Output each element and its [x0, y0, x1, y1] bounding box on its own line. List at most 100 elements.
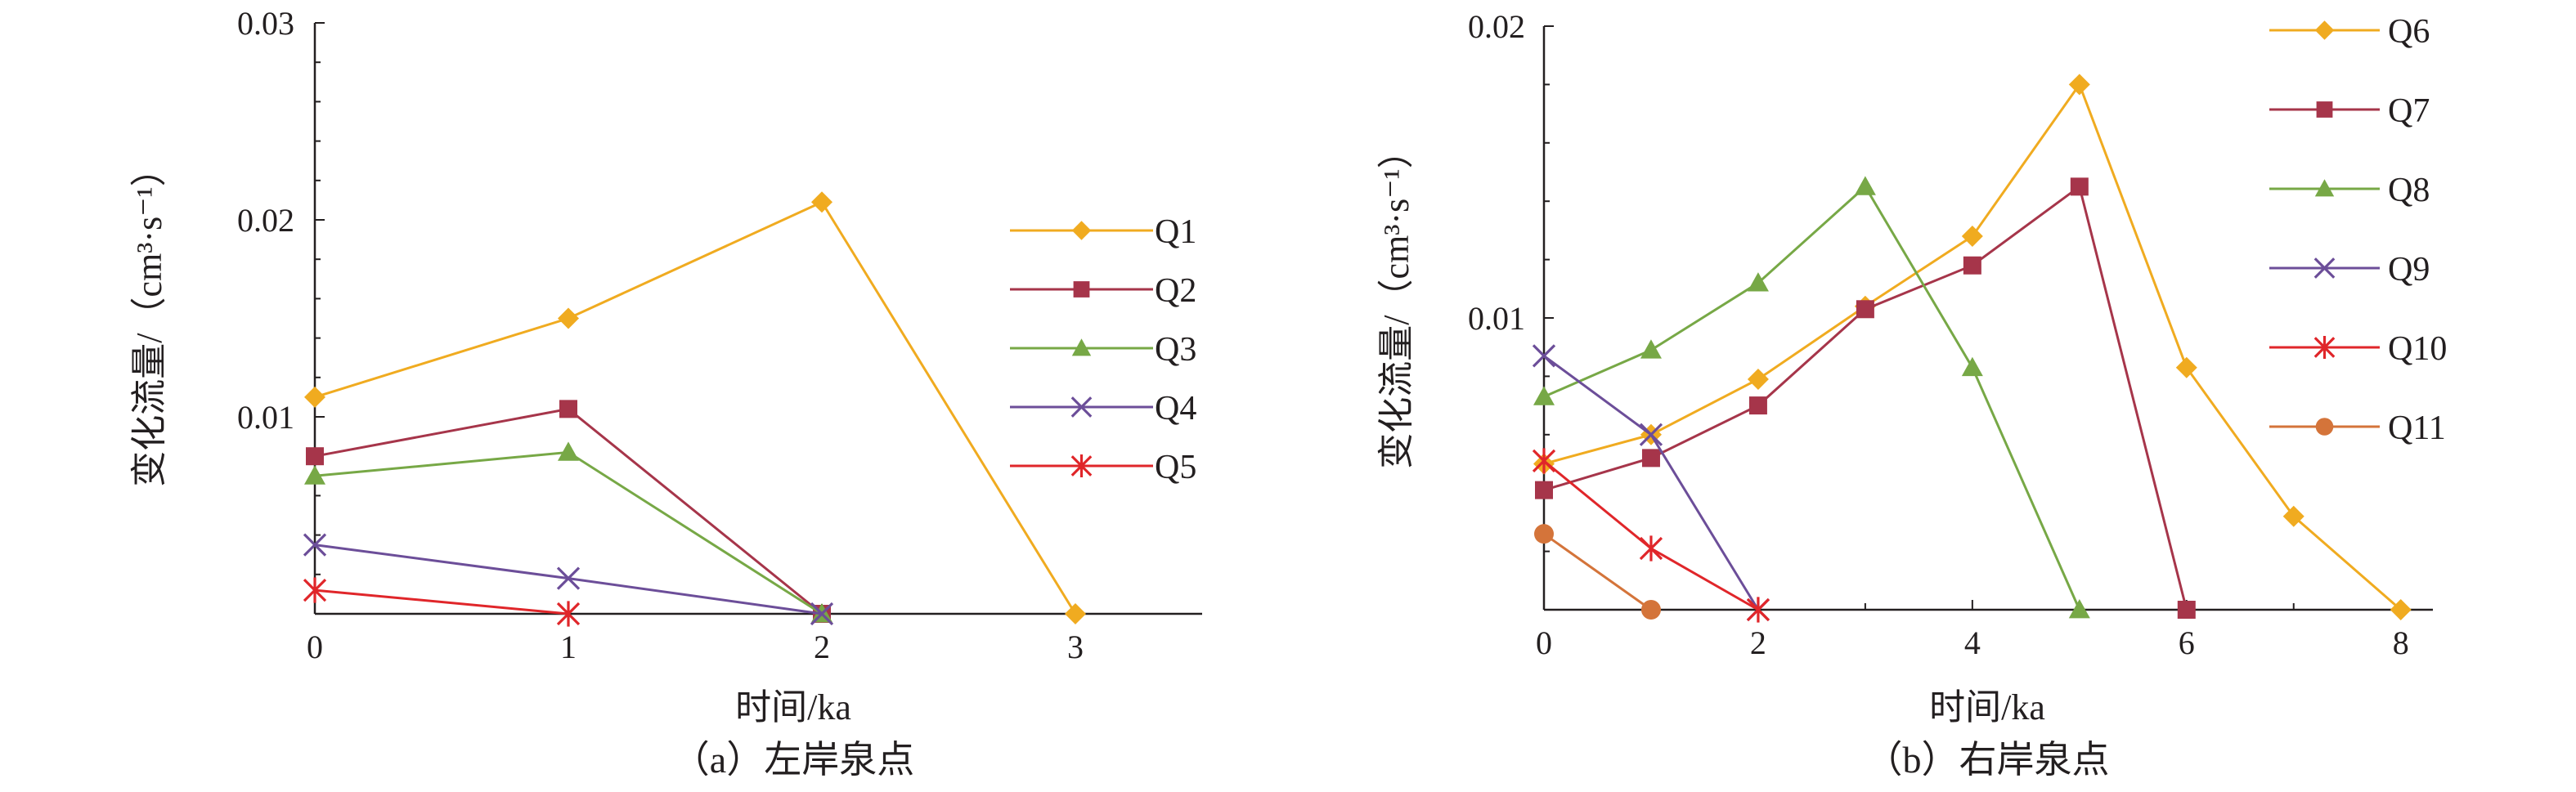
series-Q11: [1534, 524, 1661, 620]
x-axis-title: 时间/ka: [1929, 687, 2045, 727]
x-axis-title: 时间/ka: [735, 687, 851, 727]
data-point: [558, 307, 579, 329]
data-point: [2068, 599, 2090, 619]
chart-panel-a: 0.01 0.02 0.03 0 1 2 3 Q1 Q2 Q3 Q4 Q5 时间/ka 变化流量/（cm³…: [129, 5, 1202, 781]
x-tick-label: 1: [560, 629, 577, 665]
data-point: [1746, 597, 1770, 623]
series-Q7: [1535, 177, 2196, 619]
data-point: [1641, 449, 1660, 468]
legend-item: Q5: [1010, 449, 1196, 486]
data-point: [1856, 300, 1874, 319]
legend-marker: [2315, 418, 2334, 436]
legend-label: Q7: [2388, 92, 2430, 130]
data-point: [1747, 272, 1769, 292]
data-point: [1640, 339, 1662, 359]
y-tick-label: 0.02: [237, 202, 294, 239]
y-axis-title: 变化流量/（cm³·s⁻¹）: [129, 150, 169, 486]
figure-caption: （b）右岸泉点: [1865, 739, 2110, 781]
series-Q5: [303, 577, 581, 627]
legend-label: Q10: [2388, 330, 2447, 368]
data-point: [556, 601, 581, 627]
data-point: [2070, 177, 2089, 196]
data-point: [2282, 505, 2304, 527]
legend-marker: [2314, 20, 2335, 40]
data-point: [1535, 481, 1553, 499]
data-point: [1963, 256, 1981, 275]
data-point: [1065, 603, 1086, 624]
legend-label: Q1: [1155, 213, 1196, 251]
y-axis-title: 变化流量/（cm³·s⁻¹）: [1376, 132, 1416, 468]
data-point: [1534, 524, 1554, 544]
series-Q3: [304, 441, 832, 623]
data-point: [1747, 368, 1769, 390]
data-point: [2068, 74, 2090, 96]
data-point: [304, 386, 325, 408]
data-point: [1640, 600, 1661, 620]
x-tick-label: 3: [1067, 629, 1084, 665]
data-point: [1532, 344, 1556, 368]
series-Q8: [1533, 176, 2090, 619]
legend-label: Q11: [2388, 409, 2446, 447]
legend-item: Q9: [2269, 251, 2430, 289]
data-point: [2390, 599, 2412, 620]
data-point: [1748, 396, 1767, 415]
legend-label: Q4: [1155, 390, 1196, 427]
series-line: [314, 200, 1077, 615]
legend-label: Q2: [1155, 272, 1196, 310]
legend-marker: [2314, 179, 2335, 197]
series-Q1: [304, 191, 1086, 624]
legend-item: Q10: [2269, 330, 2447, 368]
series-line: [314, 588, 569, 615]
x-tick-label: 6: [2179, 624, 2195, 661]
series-Q2: [306, 400, 831, 623]
x-tick-label: 4: [1964, 624, 1981, 661]
series-line: [1543, 184, 2188, 611]
legend-label: Q9: [2388, 251, 2430, 289]
legend-item: Q4: [1010, 390, 1196, 427]
data-point: [558, 441, 579, 461]
legend-label: Q5: [1155, 449, 1196, 486]
series-line: [1543, 459, 1759, 611]
chart-panel-b: 0.01 0.02 0 2 4 6 8 Q6 Q7 Q8 Q9 Q10 Q11 时间/ka 变化流量/（cm…: [1376, 8, 2447, 781]
legend-marker: [1071, 221, 1092, 240]
legend-label: Q3: [1155, 331, 1196, 369]
legend-marker: [2313, 335, 2336, 360]
legend-label: Q8: [2388, 172, 2430, 209]
legend: Q1 Q2 Q3 Q4 Q5: [1010, 213, 1196, 486]
x-tick-label: 0: [1536, 624, 1552, 661]
data-point: [1961, 356, 1983, 377]
legend-item: Q11: [2269, 409, 2446, 447]
legend-item: Q6: [2269, 13, 2430, 51]
data-point: [1639, 535, 1663, 562]
y-tick-label: 0.03: [237, 5, 294, 42]
data-point: [303, 577, 327, 603]
series-line: [1543, 532, 1652, 611]
x-tick-label: 2: [814, 629, 830, 665]
series-Q4: [303, 533, 834, 626]
data-point: [559, 400, 577, 418]
data-point: [1532, 448, 1556, 474]
data-point: [1533, 386, 1555, 405]
data-point: [811, 191, 832, 213]
data-point: [1639, 423, 1663, 446]
legend-label: Q6: [2388, 13, 2430, 51]
data-point: [306, 447, 324, 466]
legend-marker: [2313, 257, 2336, 279]
data-point: [304, 465, 325, 485]
y-tick-label: 0.01: [237, 399, 294, 436]
legend: Q6 Q7 Q8 Q9 Q10 Q11: [2269, 13, 2447, 447]
x-tick-label: 2: [1750, 624, 1766, 661]
series-line: [314, 407, 823, 615]
legend-marker: [1070, 396, 1093, 418]
y-tick-label: 0.02: [1468, 8, 1525, 45]
legend-item: Q3: [1010, 331, 1196, 369]
series-line: [314, 450, 823, 615]
data-point: [1854, 176, 1876, 195]
data-point: [2177, 601, 2196, 619]
series-Q6: [1533, 74, 2412, 620]
figure-caption: （a）左岸泉点: [672, 739, 914, 781]
data-point: [810, 602, 834, 626]
data-point: [1961, 226, 1983, 248]
x-tick-label: 0: [307, 629, 323, 665]
